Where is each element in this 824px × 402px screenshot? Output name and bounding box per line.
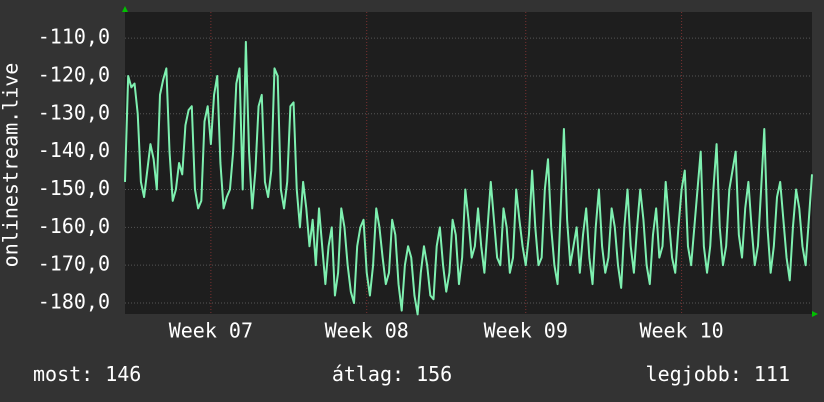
- data-line: [124, 40, 813, 316]
- y-tick-label: -170,0: [38, 252, 110, 276]
- x-tick-label: Week 08: [325, 319, 409, 343]
- x-tick-label: Week 09: [484, 319, 568, 343]
- y-tick-label: -130,0: [38, 100, 110, 124]
- axis-arrow: [812, 311, 818, 317]
- legend-value: 146: [105, 362, 141, 386]
- y-tick-label: -150,0: [38, 176, 110, 200]
- legend-label: most:: [33, 362, 93, 386]
- plot-area: [125, 12, 812, 314]
- y-tick-label: -120,0: [38, 62, 110, 86]
- y-tick-label: -140,0: [38, 138, 110, 162]
- y-axis-label: onlinestream.live: [0, 63, 23, 268]
- legend-best: legjobb: 111: [646, 362, 790, 386]
- y-tick-label: -160,0: [38, 214, 110, 238]
- legend-average: átlag: 156: [332, 362, 452, 386]
- legend-most: most: 146: [33, 362, 141, 386]
- legend-value: 111: [754, 362, 790, 386]
- x-tick-label: Week 10: [639, 319, 723, 343]
- legend-label: átlag:: [332, 362, 404, 386]
- y-tick-label: -110,0: [38, 25, 110, 49]
- legend-value: 156: [416, 362, 452, 386]
- legend-label: legjobb:: [646, 362, 742, 386]
- x-tick-label: Week 07: [169, 319, 253, 343]
- axis-arrow: [122, 6, 128, 12]
- y-tick-label: -180,0: [38, 290, 110, 314]
